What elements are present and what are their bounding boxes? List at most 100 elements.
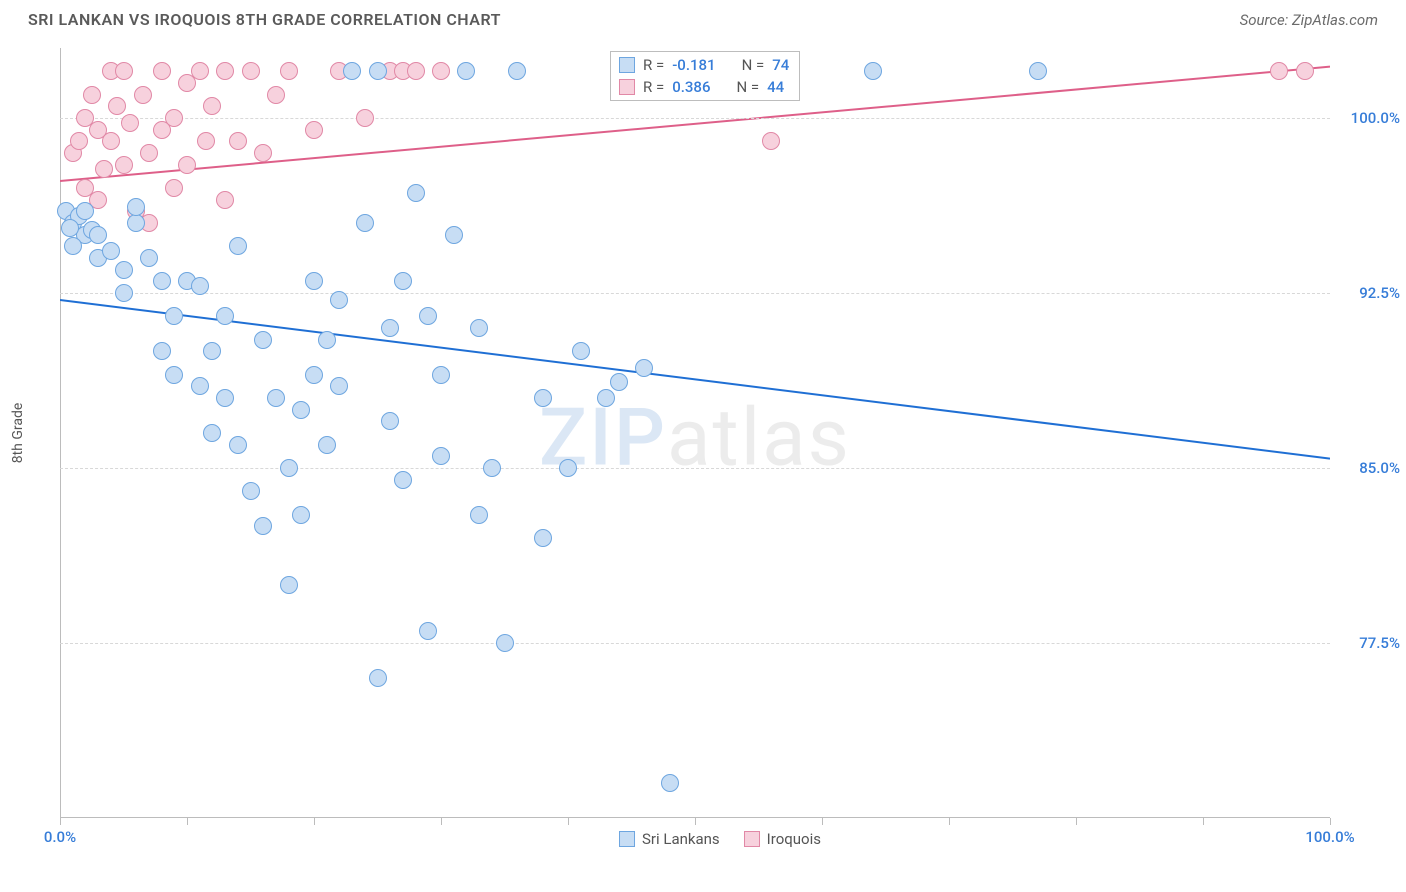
chart-area: 8th Grade ZIPatlas 77.5%85.0%92.5%100.0%… xyxy=(60,48,1380,818)
scatter-point xyxy=(407,62,425,80)
scatter-point xyxy=(165,307,183,325)
gridline xyxy=(60,118,1330,119)
scatter-point xyxy=(369,62,387,80)
scatter-point xyxy=(534,389,552,407)
y-tick-label: 85.0% xyxy=(1336,459,1400,477)
scatter-point xyxy=(115,284,133,302)
scatter-point xyxy=(102,242,120,260)
scatter-point xyxy=(305,366,323,384)
scatter-point xyxy=(407,184,425,202)
scatter-point xyxy=(127,198,145,216)
scatter-point xyxy=(381,412,399,430)
scatter-point xyxy=(762,132,780,150)
scatter-point xyxy=(89,226,107,244)
scatter-point xyxy=(153,272,171,290)
scatter-point xyxy=(102,132,120,150)
scatter-point xyxy=(203,424,221,442)
n-value: 74 xyxy=(772,56,789,74)
scatter-point xyxy=(559,459,577,477)
scatter-point xyxy=(864,62,882,80)
scatter-point xyxy=(115,156,133,174)
x-tick xyxy=(314,818,315,825)
scatter-point xyxy=(394,471,412,489)
x-tick xyxy=(60,818,61,825)
x-tick xyxy=(949,818,950,825)
scatter-point xyxy=(496,634,514,652)
gridline xyxy=(60,293,1330,294)
trend-line xyxy=(60,300,1330,459)
scatter-point xyxy=(1270,62,1288,80)
n-label: N = xyxy=(742,56,765,74)
y-tick-label: 92.5% xyxy=(1336,284,1400,302)
scatter-point xyxy=(178,156,196,174)
scatter-point xyxy=(115,261,133,279)
n-label: N = xyxy=(736,78,759,96)
scatter-point xyxy=(572,342,590,360)
scatter-point xyxy=(318,436,336,454)
scatter-point xyxy=(216,307,234,325)
scatter-point xyxy=(165,366,183,384)
scatter-point xyxy=(216,62,234,80)
scatter-point xyxy=(305,121,323,139)
y-axis-title: 8th Grade xyxy=(10,403,26,464)
scatter-point xyxy=(267,86,285,104)
scatter-point xyxy=(197,132,215,150)
scatter-point xyxy=(242,482,260,500)
scatter-point xyxy=(254,331,272,349)
scatter-point xyxy=(470,319,488,337)
scatter-point xyxy=(356,109,374,127)
x-tick xyxy=(1076,818,1077,825)
x-tick xyxy=(1330,818,1331,825)
scatter-point xyxy=(432,447,450,465)
scatter-point xyxy=(330,291,348,309)
scatter-point xyxy=(216,191,234,209)
x-start-label: 0.0% xyxy=(44,828,76,846)
r-value: -0.181 xyxy=(672,56,715,74)
scatter-point xyxy=(140,144,158,162)
scatter-point xyxy=(661,774,679,792)
x-end-label: 100.0% xyxy=(1305,828,1354,846)
scatter-point xyxy=(267,389,285,407)
scatter-point xyxy=(254,144,272,162)
scatter-point xyxy=(61,219,79,237)
scatter-point xyxy=(165,179,183,197)
y-tick-label: 100.0% xyxy=(1336,109,1400,127)
y-tick-label: 77.5% xyxy=(1336,634,1400,652)
x-tick xyxy=(822,818,823,825)
chart-source: Source: ZipAtlas.com xyxy=(1240,11,1378,29)
scatter-point xyxy=(305,272,323,290)
r-label: R = xyxy=(643,78,664,96)
scatter-point xyxy=(191,277,209,295)
scatter-point xyxy=(280,459,298,477)
scatter-point xyxy=(1029,62,1047,80)
scatter-point xyxy=(280,62,298,80)
scatter-point xyxy=(394,272,412,290)
series-swatch-icon xyxy=(619,57,635,73)
scatter-point xyxy=(108,97,126,115)
scatter-point xyxy=(121,114,139,132)
scatter-point xyxy=(153,342,171,360)
legend: Sri Lankans Iroquois xyxy=(619,830,821,848)
x-tick xyxy=(1203,818,1204,825)
scatter-point xyxy=(445,226,463,244)
scatter-point xyxy=(330,377,348,395)
scatter-point xyxy=(115,62,133,80)
legend-swatch-icon xyxy=(619,831,635,847)
plot-region: 8th Grade ZIPatlas 77.5%85.0%92.5%100.0%… xyxy=(60,48,1330,818)
scatter-point xyxy=(70,132,88,150)
legend-label: Sri Lankans xyxy=(642,830,720,848)
n-value: 44 xyxy=(767,78,784,96)
scatter-point xyxy=(216,389,234,407)
legend-swatch-icon xyxy=(744,831,760,847)
scatter-point xyxy=(254,517,272,535)
x-tick xyxy=(187,818,188,825)
scatter-point xyxy=(610,373,628,391)
scatter-point xyxy=(64,237,82,255)
chart-title: SRI LANKAN VS IROQUOIS 8TH GRADE CORRELA… xyxy=(28,10,501,29)
legend-item: Iroquois xyxy=(744,830,821,848)
r-label: R = xyxy=(643,56,664,74)
scatter-point xyxy=(83,86,101,104)
scatter-point xyxy=(1296,62,1314,80)
y-axis xyxy=(60,48,61,818)
legend-item: Sri Lankans xyxy=(619,830,720,848)
